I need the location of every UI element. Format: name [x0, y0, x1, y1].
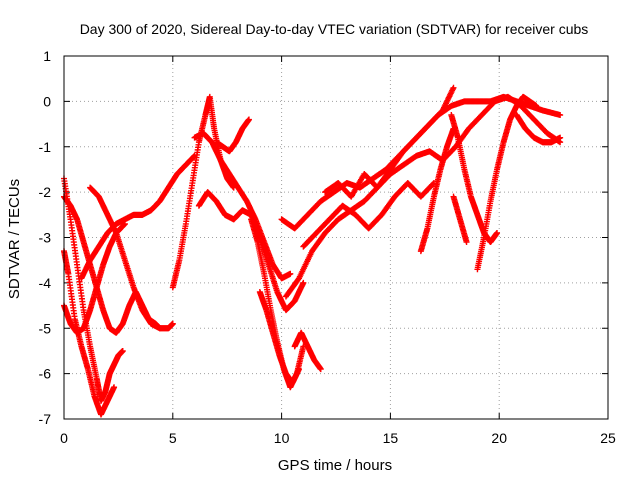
- data-point-marker: [463, 239, 470, 246]
- x-axis-label: GPS time / hours: [278, 457, 392, 474]
- data-point-marker: [557, 111, 564, 118]
- y-tick-label: 0: [43, 93, 51, 109]
- x-tick-label: 5: [169, 430, 177, 446]
- series-pass-17: [322, 84, 457, 200]
- series-pass-22: [513, 111, 564, 146]
- series-pass-20: [450, 193, 470, 246]
- y-tick-label: 1: [43, 48, 51, 64]
- chart-title: Day 300 of 2020, Sidereal Day-to-day VTE…: [80, 21, 589, 37]
- data-points: [61, 84, 564, 418]
- data-point-marker: [450, 84, 457, 91]
- data-point-marker: [533, 102, 540, 109]
- data-point-marker: [430, 180, 437, 187]
- series-pass-19: [448, 111, 501, 246]
- x-tick-label: 25: [600, 430, 616, 446]
- series-pass-15: [282, 93, 564, 300]
- plot-frame: [63, 55, 609, 420]
- series-pass-7: [169, 93, 237, 291]
- series-pass-14: [278, 93, 564, 232]
- series-pass-12: [256, 288, 303, 386]
- series-pass-21: [474, 93, 540, 273]
- y-tick-label: -1: [39, 139, 52, 155]
- y-tick-label: -2: [39, 184, 52, 200]
- series-pass-13: [291, 329, 324, 373]
- x-tick-label: 20: [491, 430, 507, 446]
- series-pass-5: [87, 184, 176, 332]
- y-tick-label: -3: [39, 230, 52, 246]
- x-tick-label: 0: [60, 430, 68, 446]
- data-point-marker: [494, 229, 501, 236]
- y-tick-label: -4: [39, 275, 52, 291]
- x-tick-label: 10: [274, 430, 290, 446]
- series-pass-11: [248, 216, 307, 391]
- series-pass-6: [78, 152, 198, 282]
- series-pass-18: [417, 125, 457, 255]
- y-tick-label: -6: [39, 366, 52, 382]
- data-point-marker: [245, 116, 252, 123]
- y-tick-label: -5: [39, 320, 52, 336]
- y-tick-label: -7: [39, 411, 52, 427]
- data-point-marker: [317, 366, 324, 373]
- series-pass-16: [300, 180, 437, 250]
- series-pass-1: [61, 175, 126, 404]
- data-point-marker: [296, 366, 303, 373]
- data-point-marker: [111, 384, 118, 391]
- data-point-marker: [119, 347, 126, 354]
- x-tick-label: 15: [383, 430, 399, 446]
- data-point-marker: [557, 134, 564, 141]
- y-axis-label: SDTVAR / TECUs: [6, 179, 23, 299]
- series-pass-4: [61, 220, 128, 336]
- data-point-marker: [287, 270, 294, 277]
- series-pass-2: [61, 248, 118, 418]
- data-point-marker: [300, 279, 307, 286]
- data-point-marker: [169, 320, 176, 327]
- series-pass-10: [213, 116, 252, 155]
- series-pass-8: [191, 130, 294, 282]
